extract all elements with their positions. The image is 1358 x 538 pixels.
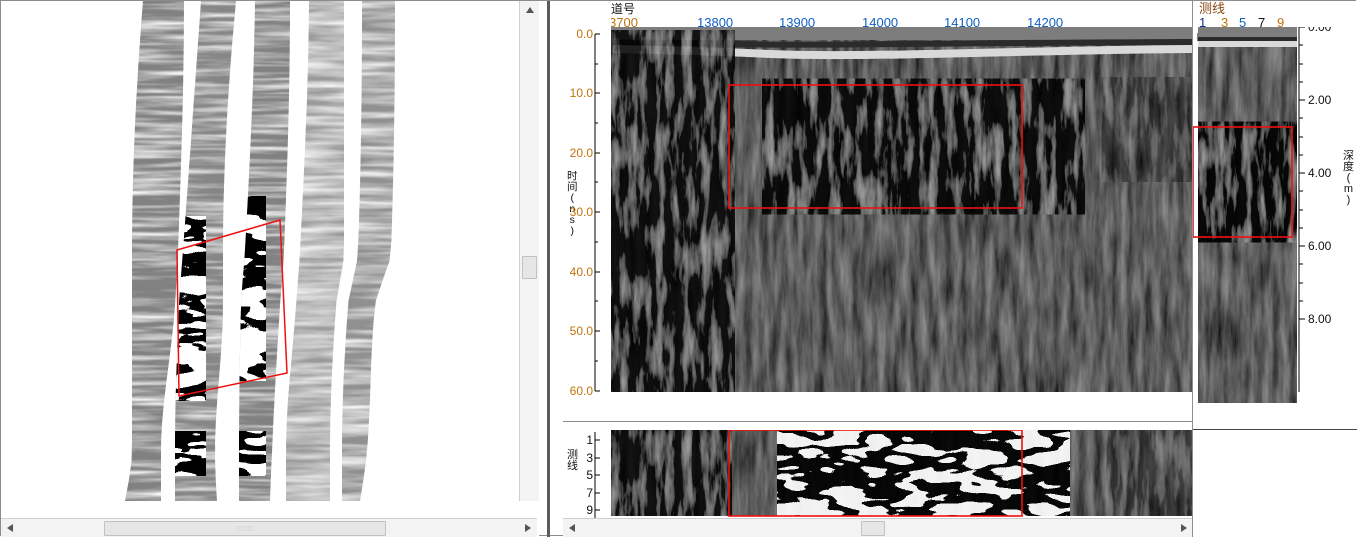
- svg-text:20.0: 20.0: [570, 146, 594, 160]
- svg-text:0.00: 0.00: [1308, 27, 1332, 34]
- svg-text:60.0: 60.0: [570, 384, 594, 398]
- svg-text:2.00: 2.00: [1308, 93, 1332, 107]
- svg-text:6.00: 6.00: [1308, 239, 1332, 253]
- svg-text:4.00: 4.00: [1308, 166, 1332, 180]
- svg-text:30.0: 30.0: [570, 205, 594, 219]
- svg-text:8.00: 8.00: [1308, 312, 1332, 326]
- svg-text:3: 3: [586, 451, 593, 465]
- svg-text:10.0: 10.0: [570, 86, 594, 100]
- svg-text:0.0: 0.0: [576, 27, 593, 41]
- svg-text:40.0: 40.0: [570, 265, 594, 279]
- svg-text:7: 7: [586, 486, 593, 500]
- svg-text:50.0: 50.0: [570, 324, 594, 338]
- svg-text:9: 9: [586, 503, 593, 517]
- svg-text:1: 1: [586, 433, 593, 447]
- svg-text:5: 5: [586, 468, 593, 482]
